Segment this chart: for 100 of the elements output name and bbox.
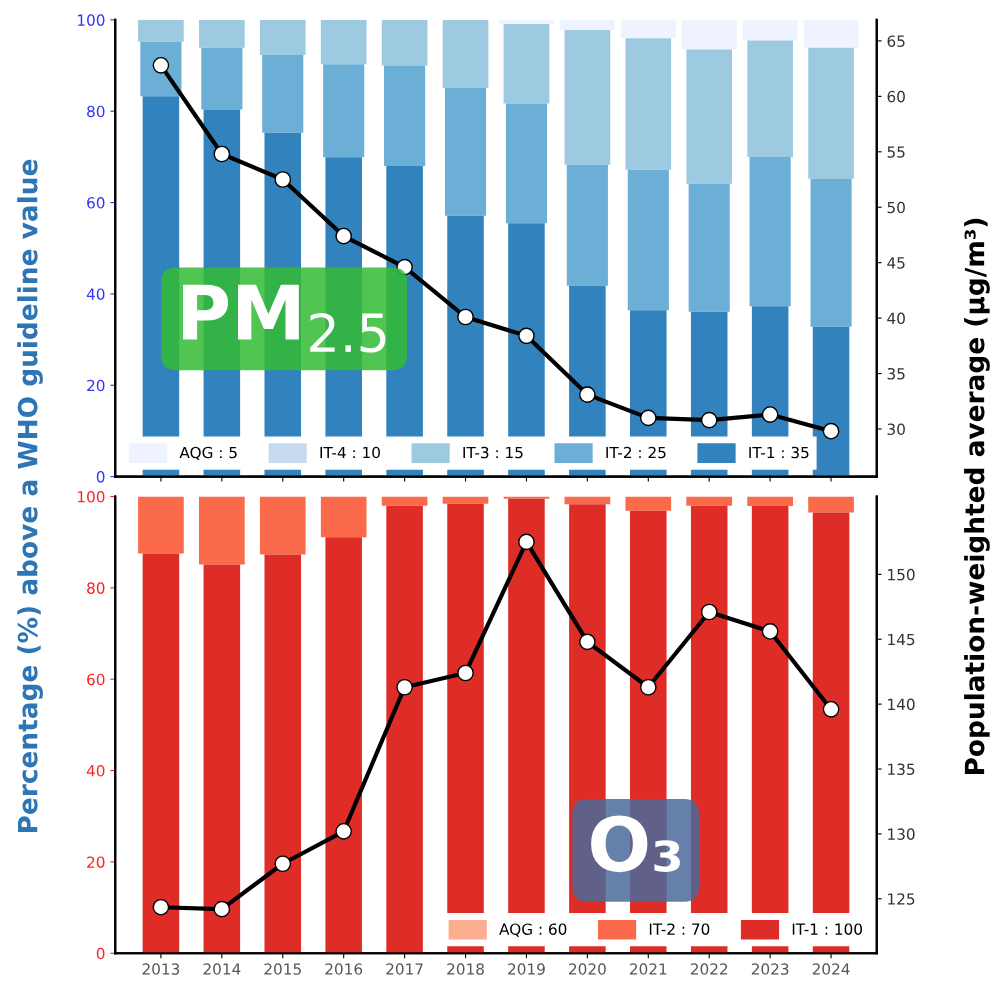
bar [259, 19, 306, 56]
legend-label: AQG : 60 [499, 923, 567, 937]
bar [138, 496, 184, 554]
bar [625, 38, 672, 170]
legend-label: IT-2 : 25 [606, 446, 666, 459]
y-tick-label: 100 [78, 14, 105, 26]
point [457, 664, 474, 682]
y-tick-label: 0 [96, 947, 105, 960]
bar [142, 553, 180, 954]
bar [199, 19, 245, 48]
bar [686, 496, 733, 506]
y-tick-label: 20 [87, 856, 105, 868]
point [396, 678, 413, 696]
y2-axis-title: Population-weighted average (μg/m³) [964, 218, 990, 775]
legend-label: IT-1 : 100 [792, 923, 862, 935]
x-tick-label: 2023 [751, 963, 789, 975]
point [457, 308, 474, 326]
x-tick-label: 2018 [447, 963, 484, 975]
y2-tick-label: 65 [887, 35, 905, 47]
bar [749, 156, 791, 307]
bar [559, 19, 615, 30]
y2-tick-label: 125 [888, 893, 915, 905]
bar [320, 19, 367, 65]
bar [203, 564, 241, 954]
point [579, 633, 596, 651]
bar [264, 554, 302, 954]
x-tick-label: 2022 [690, 963, 728, 975]
bar [627, 169, 669, 311]
y2-tick-label: 140 [888, 698, 915, 711]
bar [442, 496, 489, 504]
bar [688, 183, 730, 312]
y2-tick-label: 40 [887, 312, 905, 325]
y2-tick-label: 135 [888, 763, 915, 776]
bar [803, 19, 859, 48]
y-tick-label: 80 [87, 105, 105, 118]
bar [201, 47, 243, 110]
point [822, 700, 840, 718]
bar [625, 496, 672, 511]
bar [325, 537, 362, 954]
x-tick-label: 2020 [569, 963, 606, 975]
bar [499, 19, 554, 24]
y2-tick-label: 130 [888, 828, 915, 840]
legend-label: AQG : 5 [179, 446, 237, 461]
y-tick-label: 60 [87, 197, 105, 209]
bar [751, 506, 789, 954]
x-tick-label: 2016 [325, 963, 363, 975]
x-tick-label: 2017 [386, 963, 423, 975]
bar [444, 87, 487, 216]
point [518, 327, 535, 345]
bar [381, 19, 428, 66]
bar [320, 496, 367, 538]
bar [503, 23, 550, 104]
bar [199, 496, 245, 565]
y-tick-label: 100 [78, 490, 105, 503]
y-tick-label: 80 [87, 582, 105, 594]
y2-tick-label: 60 [887, 90, 905, 103]
x-tick-label: 2014 [203, 963, 241, 975]
point [213, 900, 231, 918]
point [335, 227, 353, 245]
y2-tick-label: 35 [887, 368, 905, 380]
bar [262, 55, 304, 133]
bar [808, 47, 854, 179]
bar [386, 505, 423, 954]
point [639, 678, 657, 696]
y-tick-label: 0 [96, 471, 105, 483]
legend-label: IT-3 : 15 [463, 446, 523, 459]
y2-tick-label: 50 [887, 201, 905, 214]
bar [566, 164, 608, 286]
annotation: PM$_{2.5}$ [183, 284, 386, 353]
point [274, 171, 292, 188]
bar [442, 19, 489, 88]
legend-label: IT-4 : 10 [320, 446, 380, 459]
point [152, 898, 170, 916]
point [700, 603, 718, 621]
point [518, 533, 535, 551]
point [761, 406, 779, 423]
bar [681, 19, 737, 50]
x-tick-label: 2024 [812, 963, 850, 975]
point [822, 422, 840, 440]
bar [812, 326, 850, 477]
bar [384, 65, 426, 167]
y2-tick-label: 30 [887, 423, 905, 435]
bar [381, 496, 428, 506]
y-tick-label: 60 [87, 673, 105, 686]
y-axis-title: Percentage (%) above a WHO guideline value [17, 159, 43, 833]
legend-label: IT-2 : 70 [649, 923, 710, 935]
x-tick-label: 2015 [264, 963, 301, 975]
x-tick-label: 2019 [508, 963, 545, 975]
bar [564, 29, 611, 165]
point [213, 145, 231, 163]
bar [747, 40, 793, 157]
x-tick-label: 2013 [142, 963, 180, 975]
point [335, 822, 353, 840]
y2-tick-label: 55 [887, 146, 905, 158]
annotation: O₃ [591, 815, 680, 873]
point [761, 623, 779, 640]
bar [323, 64, 365, 158]
point [274, 855, 292, 873]
y-tick-label: 20 [87, 379, 105, 392]
bar [686, 49, 733, 184]
